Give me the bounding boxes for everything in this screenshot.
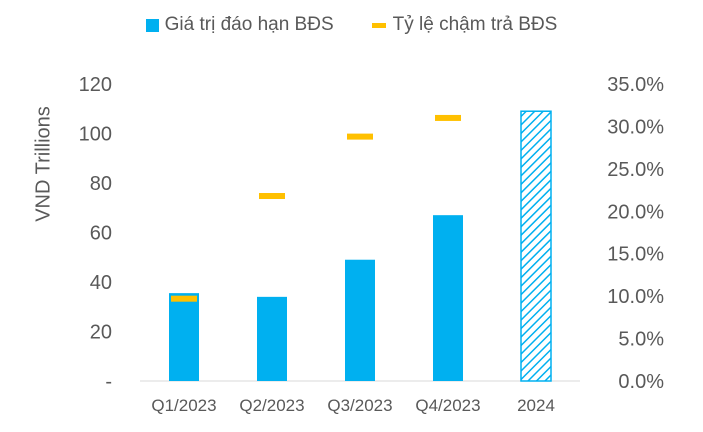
x-tick-label: Q2/2023: [239, 396, 304, 415]
y-tick-label: 100: [79, 124, 112, 146]
legend-item-marker: Tỷ lệ chậm trả BĐS: [371, 14, 558, 36]
x-tick-label: Q1/2023: [151, 396, 216, 415]
rate-marker: [435, 114, 461, 121]
rate-marker: [347, 133, 373, 140]
y2-tick-label: 30.0%: [607, 116, 664, 138]
markers-layer: [171, 114, 461, 302]
bar-hatched: [520, 110, 552, 382]
rate-marker: [171, 295, 197, 302]
y2-tick-label: 5.0%: [618, 329, 664, 351]
y2-tick-label: 25.0%: [607, 159, 664, 181]
x-tick-label: Q3/2023: [327, 396, 392, 415]
y-tick-label: 40: [90, 272, 112, 294]
x-tick-label: 2024: [517, 396, 555, 415]
x-tick-label: Q4/2023: [415, 396, 480, 415]
bar: [345, 259, 375, 381]
rate-marker: [259, 193, 285, 200]
axes-layer: - 20 40 60 80 100 120 0.0% 5.0% 10.0% 15.0% 20.0% 25…: [79, 74, 665, 415]
bar: [433, 215, 463, 381]
y2-tick-label: 15.0%: [607, 244, 664, 266]
y2-tick-label: 20.0%: [607, 201, 664, 223]
bars-layer: [169, 110, 552, 382]
chart-legend: Giá trị đáo hạn BĐS Tỷ lệ chậm trả BĐS: [0, 14, 703, 36]
legend-marker-swatch: [371, 22, 386, 28]
legend-item-bar: Giá trị đáo hạn BĐS: [145, 14, 334, 36]
y-tick-label: 60: [90, 223, 112, 245]
bar: [169, 293, 199, 381]
y2-tick-label: 0.0%: [618, 371, 664, 393]
y-tick-label: 120: [79, 74, 112, 96]
bar: [257, 296, 287, 381]
y-tick-label: 80: [90, 173, 112, 195]
y2-tick-label: 35.0%: [607, 74, 664, 96]
y2-tick-label: 10.0%: [607, 286, 664, 308]
y-tick-label: -: [105, 371, 112, 393]
legend-marker-label: Tỷ lệ chậm trả BĐS: [392, 14, 558, 35]
legend-bar-swatch: [145, 18, 159, 32]
legend-bar-label: Giá trị đáo hạn BĐS: [164, 14, 334, 35]
y-tick-label: 20: [90, 322, 112, 344]
